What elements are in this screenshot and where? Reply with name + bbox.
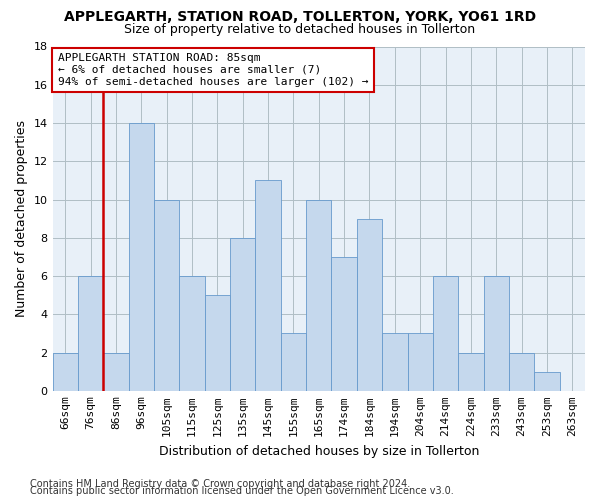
Bar: [154, 200, 179, 391]
Bar: [458, 352, 484, 391]
Bar: [433, 276, 458, 391]
Bar: [53, 352, 78, 391]
Bar: [78, 276, 103, 391]
X-axis label: Distribution of detached houses by size in Tollerton: Distribution of detached houses by size …: [158, 444, 479, 458]
Bar: [205, 295, 230, 391]
Bar: [306, 200, 331, 391]
Bar: [357, 218, 382, 391]
Bar: [281, 334, 306, 391]
Bar: [331, 257, 357, 391]
Bar: [179, 276, 205, 391]
Bar: [509, 352, 534, 391]
Text: Contains HM Land Registry data © Crown copyright and database right 2024.: Contains HM Land Registry data © Crown c…: [30, 479, 410, 489]
Text: Contains public sector information licensed under the Open Government Licence v3: Contains public sector information licen…: [30, 486, 454, 496]
Text: Size of property relative to detached houses in Tollerton: Size of property relative to detached ho…: [124, 22, 476, 36]
Bar: [256, 180, 281, 391]
Bar: [484, 276, 509, 391]
Bar: [534, 372, 560, 391]
Text: APPLEGARTH STATION ROAD: 85sqm
← 6% of detached houses are smaller (7)
94% of se: APPLEGARTH STATION ROAD: 85sqm ← 6% of d…: [58, 54, 368, 86]
Bar: [382, 334, 407, 391]
Text: APPLEGARTH, STATION ROAD, TOLLERTON, YORK, YO61 1RD: APPLEGARTH, STATION ROAD, TOLLERTON, YOR…: [64, 10, 536, 24]
Bar: [128, 123, 154, 391]
Y-axis label: Number of detached properties: Number of detached properties: [15, 120, 28, 317]
Bar: [230, 238, 256, 391]
Bar: [103, 352, 128, 391]
Bar: [407, 334, 433, 391]
